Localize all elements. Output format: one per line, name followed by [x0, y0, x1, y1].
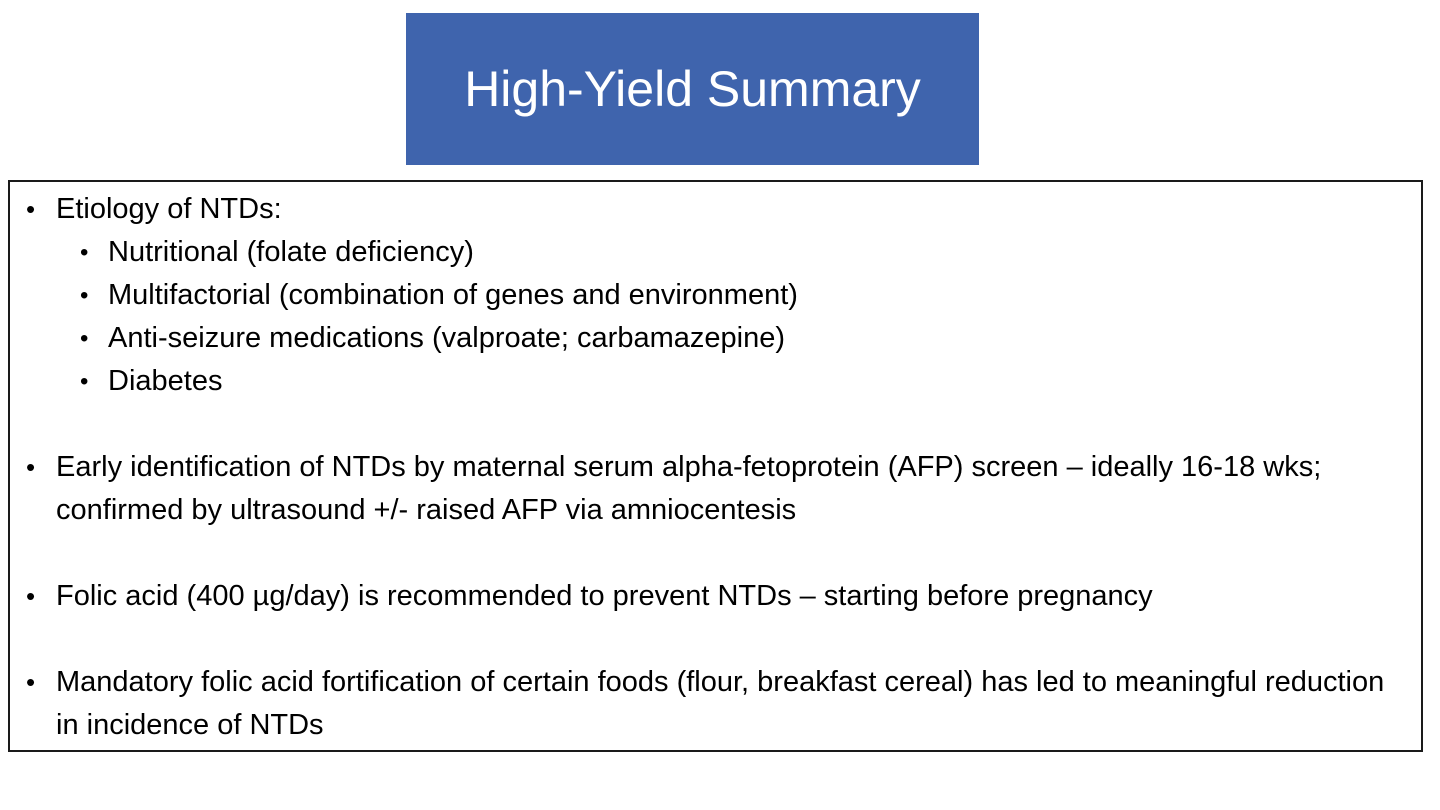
bullet-marker: • — [80, 368, 89, 395]
bullet-item: • Diabetes — [10, 360, 1421, 403]
bullet-marker: • — [26, 194, 36, 224]
bullet-text: Etiology of NTDs: — [56, 193, 282, 225]
bullet-text: Mandatory folic acid fortification of ce… — [56, 666, 1385, 741]
bullet-marker: • — [80, 282, 89, 309]
bullet-text: Folic acid (400 µg/day) is recommended t… — [56, 580, 1153, 612]
bullet-text: Anti-seizure medications (valproate; car… — [108, 322, 785, 354]
bullet-text: Multifactorial (combination of genes and… — [108, 279, 798, 311]
bullet-text: Nutritional (folate deficiency) — [108, 236, 474, 268]
bullet-spacer — [10, 532, 1421, 575]
bullet-item: • Anti-seizure medications (valproate; ca… — [10, 317, 1421, 360]
bullet-item: • Mandatory folic acid fortification of c… — [10, 661, 1421, 747]
page-title: High-Yield Summary — [464, 61, 921, 117]
bullet-item: • Early identification of NTDs by materna… — [10, 446, 1421, 532]
title-banner: High-Yield Summary — [406, 13, 979, 165]
bullet-marker: • — [26, 581, 36, 611]
bullet-spacer — [10, 618, 1421, 661]
bullet-spacer — [10, 403, 1421, 446]
bullet-item: • Nutritional (folate deficiency) — [10, 231, 1421, 274]
bullet-marker: • — [80, 325, 89, 352]
bullet-item: • Multifactorial (combination of genes an… — [10, 274, 1421, 317]
bullet-marker: • — [26, 667, 36, 697]
bullet-text: Diabetes — [108, 365, 223, 397]
bullet-text: Early identification of NTDs by maternal… — [56, 451, 1322, 526]
summary-content-box: • Etiology of NTDs: • Nutritional (folate d… — [8, 180, 1423, 752]
bullet-item: • Etiology of NTDs: — [10, 188, 1421, 231]
bullet-marker: • — [80, 239, 89, 266]
bullet-item: • Folic acid (400 µg/day) is recommended … — [10, 575, 1421, 618]
bullet-marker: • — [26, 452, 36, 482]
